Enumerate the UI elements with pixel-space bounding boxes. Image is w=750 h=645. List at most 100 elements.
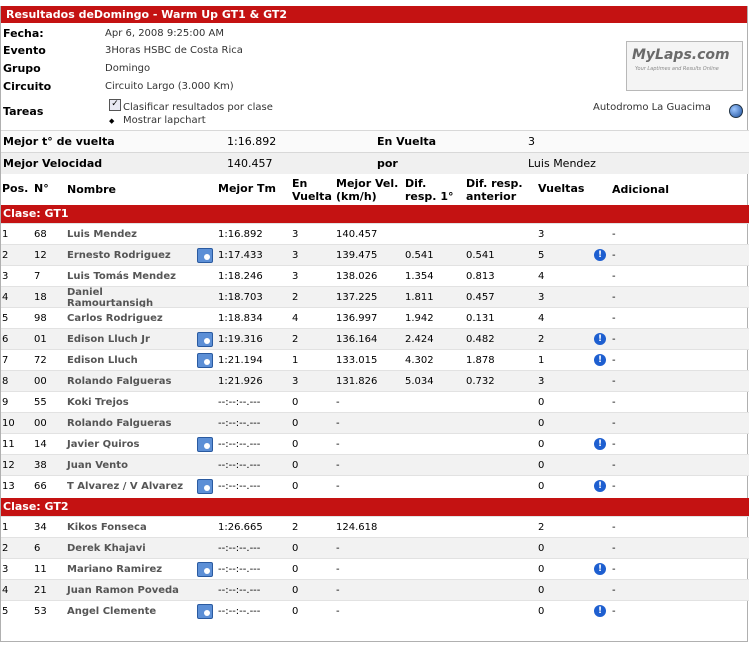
col-dif[interactable]: Dif. [405, 177, 427, 190]
driver-name[interactable]: Daniel Ramourtansigh [67, 287, 154, 309]
driver-name[interactable]: Edison Lluch [67, 355, 138, 366]
alert-icon[interactable]: ! [594, 249, 606, 261]
diff-prev-cell: 0.813 [466, 271, 495, 282]
col-anterior[interactable]: anterior [466, 190, 517, 203]
best-time-cell: --:--:--.--- [218, 397, 261, 408]
laps-cell: 0 [538, 564, 545, 575]
clasificar-checkbox[interactable]: ✓ [109, 99, 121, 111]
driver-name[interactable]: Mariano Ramirez [67, 564, 163, 575]
video-icon[interactable] [197, 332, 213, 347]
driver-name[interactable]: Derek Khajavi [67, 543, 146, 554]
number-cell: 98 [34, 313, 47, 324]
best-time-cell: --:--:--.--- [218, 564, 261, 575]
table-row: 6 01 1:19.316 2 136.164 2.424 0.482 2 - Edison Ll… [1, 328, 749, 350]
best-time-cell: 1:18.834 [218, 313, 263, 324]
driver-name[interactable]: Rolando Falgueras [67, 418, 172, 429]
col-vuelta[interactable]: Vuelta [292, 190, 332, 203]
best-speed-cell: 137.225 [336, 292, 378, 303]
driver-name[interactable]: Luis Mendez [67, 229, 137, 240]
best-speed-cell: - [336, 460, 340, 471]
video-icon[interactable] [197, 562, 213, 577]
col-dif-resp[interactable]: Dif. resp. [466, 177, 523, 190]
best-speed-cell: - [336, 606, 340, 617]
col-pos[interactable]: Pos. [2, 182, 29, 195]
video-icon[interactable] [197, 353, 213, 368]
mylaps-logo[interactable]: MyLaps.com Your Laptimes and Results Onl… [626, 41, 743, 91]
best-time-cell: 1:26.665 [218, 522, 263, 533]
table-row: 5 53 --:--:--.--- 0 - 0 - Angel Clemente! [1, 600, 749, 622]
diff-first-cell: 4.302 [405, 355, 434, 366]
best-time-cell: 1:21.926 [218, 376, 263, 387]
best-speed-cell: - [336, 481, 340, 492]
col-mejor-tm[interactable]: Mejor Tm [218, 182, 276, 195]
circuito-value: Circuito Largo (3.000 Km) [105, 81, 234, 92]
additional-cell: - [612, 292, 616, 303]
col-mejor-vel[interactable]: Mejor Vel. [336, 177, 399, 190]
alert-icon[interactable]: ! [594, 333, 606, 345]
laps-cell: 3 [538, 292, 545, 303]
grupo-value: Domingo [105, 63, 151, 74]
alert-icon[interactable]: ! [594, 605, 606, 617]
driver-name[interactable]: T Alvarez / V Alvarez [67, 481, 184, 492]
additional-cell: - [612, 564, 616, 575]
table-row: 7 72 1:21.194 1 133.015 4.302 1.878 1 - Edison Ll… [1, 349, 749, 371]
additional-cell: - [612, 418, 616, 429]
col-kmh[interactable]: (km/h) [336, 190, 377, 203]
laps-cell: 5 [538, 250, 545, 261]
best-time-cell: 1:19.316 [218, 334, 263, 345]
driver-name[interactable]: Juan Vento [67, 460, 128, 471]
number-cell: 38 [34, 460, 47, 471]
additional-cell: - [612, 460, 616, 471]
col-en[interactable]: En [292, 177, 308, 190]
number-cell: 66 [34, 481, 47, 492]
diff-prev-cell: 0.482 [466, 334, 495, 345]
pos-cell: 8 [2, 376, 9, 387]
additional-cell: - [612, 271, 616, 282]
additional-cell: - [612, 606, 616, 617]
col-vueltas[interactable]: Vueltas [538, 182, 585, 195]
video-icon[interactable] [197, 479, 213, 494]
driver-name[interactable]: Carlos Rodriguez [67, 313, 163, 324]
col-num[interactable]: N° [34, 182, 49, 195]
driver-name[interactable]: Luis Tomás Mendez [67, 271, 176, 282]
table-row: 5 98 1:18.834 4 136.997 1.942 0.131 4 - Carlos Ro… [1, 307, 749, 329]
alert-icon[interactable]: ! [594, 354, 606, 366]
best-time-cell: --:--:--.--- [218, 606, 261, 617]
col-adicional[interactable]: Adicional [612, 183, 670, 196]
col-nombre[interactable]: Nombre [67, 183, 116, 196]
table-header: Pos. N° Nombre Mejor Tm En Vuelta Mejor … [1, 176, 749, 208]
alert-icon[interactable]: ! [594, 563, 606, 575]
table-row: 4 18 1:18.703 2 137.225 1.811 0.457 3 - Daniel Ram… [1, 286, 749, 309]
driver-name[interactable]: Rolando Falgueras [67, 376, 172, 387]
video-icon[interactable] [197, 604, 213, 619]
driver-name[interactable]: Ernesto Rodriguez [67, 250, 171, 261]
on-lap-cell: 0 [292, 460, 299, 471]
on-lap-cell: 4 [292, 313, 299, 324]
pos-cell: 5 [2, 606, 9, 617]
on-lap-cell: 3 [292, 271, 299, 282]
driver-name[interactable]: Edison Lluch Jr [67, 334, 150, 345]
best-time-cell: 1:17.433 [218, 250, 263, 261]
diff-first-cell: 1.811 [405, 292, 434, 303]
grupo-label: Grupo [3, 62, 41, 75]
mostrar-lapchart-link[interactable]: Mostrar lapchart [123, 115, 206, 126]
clasificar-link[interactable]: Clasificar resultados por clase [123, 102, 273, 113]
driver-name[interactable]: Juan Ramon Poveda [67, 585, 179, 596]
globe-icon[interactable] [729, 104, 743, 118]
laps-cell: 0 [538, 460, 545, 471]
pos-cell: 11 [2, 439, 15, 450]
driver-name[interactable]: Angel Clemente [67, 606, 157, 617]
on-lap-cell: 0 [292, 564, 299, 575]
track-name: Autodromo La Guacima [593, 102, 711, 113]
number-cell: 6 [34, 543, 41, 554]
alert-icon[interactable]: ! [594, 438, 606, 450]
driver-name[interactable]: Kikos Fonseca [67, 522, 147, 533]
driver-name[interactable]: Javier Quiros [67, 439, 140, 450]
table-row: 1 34 1:26.665 2 124.618 2 - Kikos Fonseca [1, 516, 749, 538]
alert-icon[interactable]: ! [594, 480, 606, 492]
on-lap-cell: 3 [292, 376, 299, 387]
video-icon[interactable] [197, 437, 213, 452]
driver-name[interactable]: Koki Trejos [67, 397, 129, 408]
col-resp1[interactable]: resp. 1° [405, 190, 454, 203]
video-icon[interactable] [197, 248, 213, 263]
